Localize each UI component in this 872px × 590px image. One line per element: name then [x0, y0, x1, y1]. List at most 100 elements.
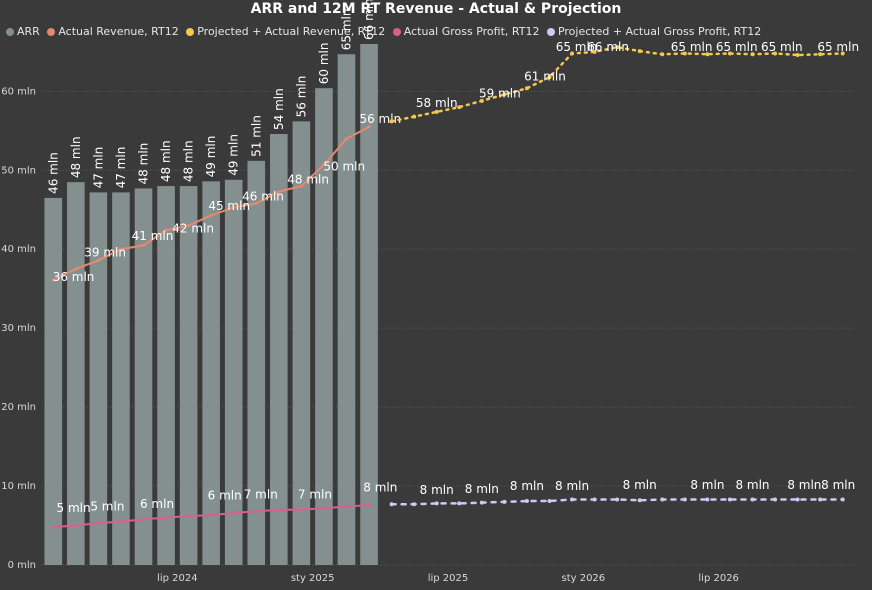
line-data-label: 5 mln [57, 501, 91, 515]
data-point [187, 223, 191, 228]
data-point [254, 201, 258, 206]
data-point [74, 267, 78, 271]
data-point [660, 52, 665, 57]
data-point [51, 278, 55, 282]
data-point [299, 508, 303, 512]
y-tick-label: 60 mln [1, 86, 36, 97]
bar [247, 160, 266, 565]
line-data-label: 58 mln [416, 96, 458, 110]
data-point [209, 213, 213, 217]
data-point [434, 501, 439, 506]
line-data-label: 8 mln [690, 478, 724, 492]
bar-data-label: 47 mln [114, 147, 128, 189]
data-point [74, 523, 78, 528]
data-point [299, 184, 303, 188]
data-point [637, 498, 642, 503]
y-tick-label: 30 mln [1, 323, 36, 334]
data-point [682, 51, 687, 56]
line-data-label: 45 mln [208, 199, 250, 213]
legend-swatch [546, 27, 555, 36]
data-point [412, 114, 417, 119]
line-data-label: 6 mln [140, 497, 174, 511]
line-data-label: 6 mln [208, 488, 242, 502]
data-point [232, 205, 236, 210]
data-point [524, 499, 529, 504]
bar [179, 186, 198, 565]
line-data-label: 61 mln [524, 69, 566, 83]
bar-data-label: 66 mln [362, 0, 376, 40]
data-point [750, 497, 755, 502]
line-data-label: 7 mln [298, 488, 332, 502]
data-point [502, 92, 507, 97]
legend-item-actual-revenue[interactable]: Actual Revenue, RT12 [47, 25, 179, 38]
y-tick-label: 40 mln [1, 244, 36, 255]
line-data-label: 59 mln [479, 87, 521, 101]
y-tick-label: 0 mln [8, 560, 36, 571]
bar-data-label: 48 mln [159, 140, 173, 182]
data-point [457, 105, 462, 110]
data-point [164, 516, 168, 520]
line-data-label: 48 mln [287, 173, 329, 187]
legend-label: ARR [17, 25, 40, 38]
data-point [367, 503, 371, 507]
data-point [727, 51, 732, 56]
bar [292, 121, 311, 566]
line-data-label: 8 mln [787, 478, 821, 492]
data-point [705, 497, 710, 502]
line-data-label: 8 mln [420, 483, 454, 497]
data-point [727, 497, 732, 502]
line-data-label: 8 mln [555, 479, 589, 493]
legend-item-actual-gross-profit[interactable]: Actual Gross Profit, RT12 [392, 25, 539, 38]
data-point [209, 513, 213, 517]
data-point [547, 499, 552, 504]
line-data-label: 46 mln [242, 189, 284, 203]
data-point [367, 125, 371, 129]
bar-data-label: 46 mln [46, 152, 60, 194]
bar-data-label: 48 mln [137, 143, 151, 185]
legend-label: Actual Revenue, RT12 [58, 25, 179, 38]
data-point [277, 190, 281, 194]
chart-title: ARR and 12M RT Revenue - Actual & Projec… [250, 1, 622, 17]
y-tick-label: 50 mln [1, 165, 36, 176]
data-point [592, 497, 597, 502]
data-point [570, 51, 575, 56]
line-data-label: 5 mln [90, 500, 124, 514]
line-data-label: 7 mln [244, 488, 278, 502]
legend-swatch [392, 27, 401, 36]
legend-item-projected-gross-profit[interactable]: Projected + Actual Gross Profit, RT12 [546, 25, 762, 38]
legend-item-arr[interactable]: ARR [6, 25, 40, 38]
data-point [660, 497, 665, 502]
line-data-label: 65 mln [556, 40, 598, 54]
line-data-label: 8 mln [510, 479, 544, 493]
legend-swatch [186, 27, 195, 36]
bar [134, 188, 153, 565]
legend-label: Projected + Actual Gross Profit, RT12 [557, 25, 762, 38]
data-point [96, 521, 100, 525]
legend-swatch [6, 27, 14, 36]
line-data-label: 8 mln [735, 478, 769, 492]
data-point [615, 497, 620, 502]
bar [112, 192, 130, 565]
x-tick-label: sty 2026 [561, 573, 605, 584]
bar [157, 186, 175, 565]
line-data-label: 41 mln [132, 229, 174, 243]
line-data-label: 8 mln [623, 478, 657, 492]
data-point [479, 500, 484, 505]
series-line [390, 498, 844, 506]
chart-legend: ARR Actual Revenue, RT12 Projected + Act… [6, 25, 765, 39]
data-point [795, 53, 800, 58]
data-point [750, 52, 755, 57]
legend-item-projected-revenue[interactable]: Projected + Actual Revenue, RT12 [186, 25, 385, 38]
bar-data-label: 48 mln [182, 140, 196, 182]
data-point [119, 519, 123, 524]
bar [337, 54, 356, 566]
y-tick-label: 20 mln [1, 402, 36, 413]
bar [202, 181, 220, 565]
data-point [682, 497, 687, 502]
bar-data-label: 54 mln [272, 88, 286, 130]
data-point [322, 506, 326, 510]
data-point [389, 502, 394, 507]
bar [360, 44, 378, 565]
line-data-label: 66 mln [587, 40, 629, 54]
